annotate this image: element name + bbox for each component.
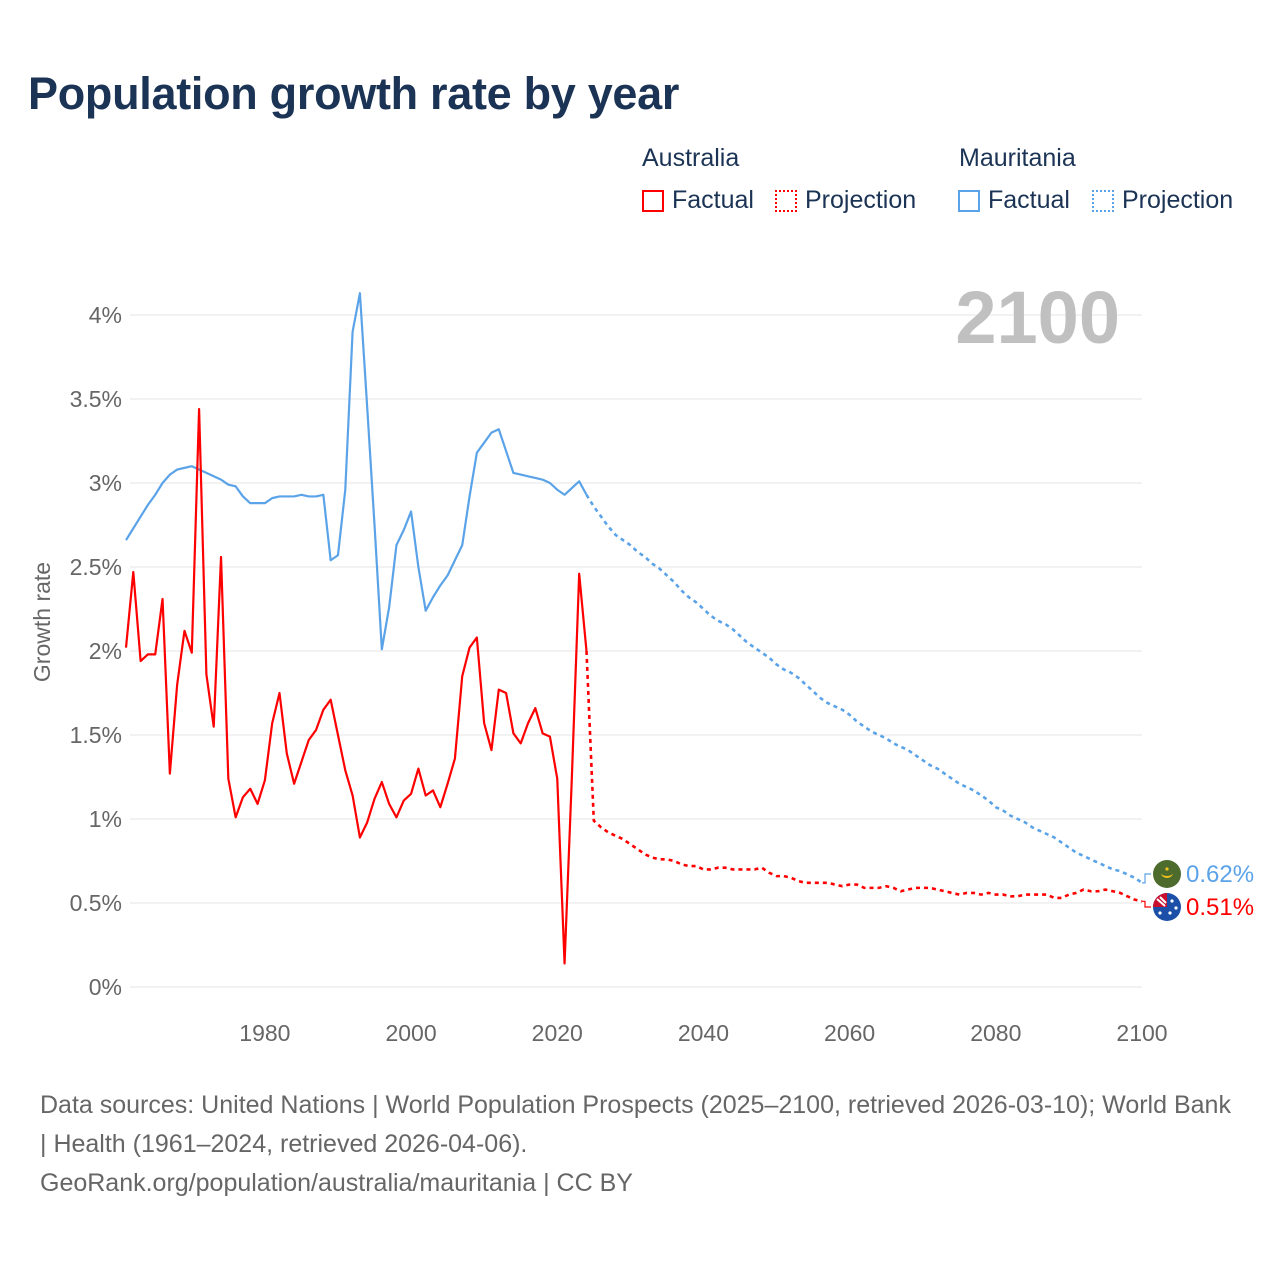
line-mauritania-factual [125,292,588,651]
legend-australia-factual[interactable]: Factual [642,186,754,215]
legend-label: Projection [1122,186,1234,214]
y-tick-label: 2% [89,638,122,664]
year-watermark: 2100 [955,276,1120,359]
line-australia-factual [124,407,588,965]
x-tick-label: 2060 [824,1020,875,1046]
line-australia-projection [585,650,1143,903]
y-tick-label: 0% [89,974,122,1000]
y-tick-label: 3.5% [70,386,122,412]
legend-swatch-dotted [775,189,797,212]
y-tick-label: 1.5% [70,722,122,748]
legend-label: Factual [672,186,754,214]
line-mauritania-projection [585,494,1143,884]
series-lines [124,292,1143,965]
footer-sources: Data sources: United Nations | World Pop… [40,1091,1231,1158]
x-tick-label: 2100 [1116,1020,1167,1046]
x-tick-label: 2080 [970,1020,1021,1046]
flag-mauritania-icon [1153,860,1181,888]
flag-australia-icon [1153,893,1181,921]
y-tick-label: 1% [89,806,122,832]
y-tick-label: 3% [89,470,122,496]
y-axis-label: Growth rate [29,562,55,682]
footer-credit[interactable]: GeoRank.org/population/australia/maurita… [40,1169,633,1197]
legend-mauritania-factual[interactable]: Factual [958,186,1070,215]
gridlines [130,314,1142,988]
legend-label: Projection [805,186,917,214]
legend-country-mauritania: Mauritania [959,144,1076,172]
chart-title: Population growth rate by year [28,68,680,119]
legend-australia-projection[interactable]: Projection [775,186,916,215]
x-tick-label: 2040 [678,1020,729,1046]
y-tick-label: 2.5% [70,554,122,580]
y-tick-label: 0.5% [70,890,122,916]
end-value-australia: 0.51% [1186,894,1254,921]
legend-swatch-solid [958,189,980,212]
x-tick-label: 2000 [385,1020,436,1046]
legend-label: Factual [988,186,1070,214]
legend-swatch-solid [642,189,664,212]
x-tick-label: 2020 [532,1020,583,1046]
legend-country-australia: Australia [642,144,740,172]
end-value-mauritania: 0.62% [1186,861,1254,888]
x-axis-ticks: 1980 2000 2020 2040 2060 2080 2100 [239,1020,1167,1046]
legend-swatch-dotted [1092,189,1114,212]
end-labels: 0.51% 0.62% [1142,860,1254,921]
end-connector [1142,900,1151,908]
y-axis-ticks: 0% 0.5% 1% 1.5% 2% 2.5% 3% 3.5% 4% [70,302,122,1000]
x-tick-label: 1980 [239,1020,290,1046]
legend-mauritania-projection[interactable]: Projection [1092,186,1233,215]
y-tick-label: 4% [89,302,122,328]
end-connector [1142,873,1151,884]
